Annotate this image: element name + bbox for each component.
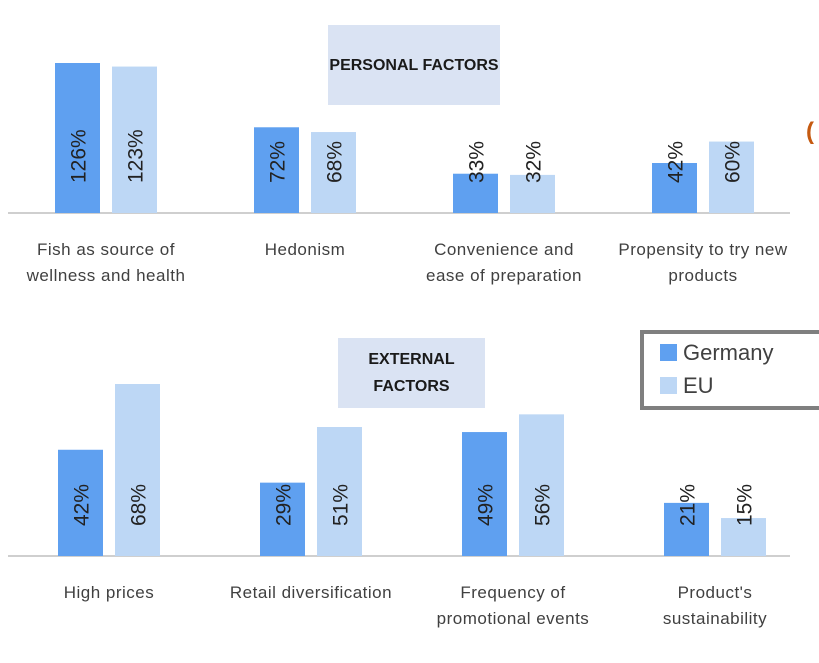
bar — [709, 141, 754, 213]
value-label: 33% — [466, 141, 489, 183]
bar — [115, 384, 160, 556]
value-label: 42% — [71, 484, 94, 526]
value-label: 42% — [665, 141, 688, 183]
legend-item: Germany — [660, 336, 819, 369]
bar — [652, 163, 697, 213]
panel-title: EXTERNAL FACTORS — [338, 338, 485, 408]
bar — [519, 414, 564, 556]
x-tick-label: Convenience and ease of preparation — [426, 240, 582, 285]
bar — [462, 432, 507, 556]
legend-item: EU — [660, 369, 819, 402]
value-label: 56% — [532, 484, 555, 526]
x-tick-label: Propensity to try new products — [618, 240, 788, 285]
x-tick-label: Product's sustainability — [662, 583, 768, 628]
value-label: 68% — [324, 141, 347, 183]
legend: Germany EU — [640, 330, 819, 410]
value-label: 49% — [475, 484, 498, 526]
value-label: 126% — [68, 129, 91, 183]
bar — [721, 518, 766, 556]
legend-swatch — [660, 377, 677, 394]
x-tick-label: Frequency of promotional events — [436, 583, 590, 628]
bar — [55, 63, 100, 213]
bar — [510, 174, 555, 213]
x-tick-label: Fish as source of wellness and health — [26, 240, 186, 285]
value-label: 72% — [267, 141, 290, 183]
bar — [112, 66, 157, 213]
value-label: 60% — [722, 141, 745, 183]
legend-label: Germany — [683, 339, 774, 365]
bar — [260, 482, 305, 556]
x-tick-label: Hedonism — [264, 240, 346, 259]
panel-title: PERSONAL FACTORS — [328, 25, 500, 105]
annotation: ( — [806, 118, 814, 145]
bar — [453, 173, 498, 213]
x-tick-label: High prices — [63, 583, 155, 602]
value-label: 15% — [734, 484, 757, 526]
legend-swatch — [660, 344, 677, 361]
bar — [58, 449, 103, 556]
bar — [311, 132, 356, 213]
bar — [254, 127, 299, 213]
value-label: 32% — [523, 141, 546, 183]
x-tick-label: Retail diversification — [229, 583, 393, 602]
value-label: 21% — [677, 484, 700, 526]
value-label: 123% — [125, 129, 148, 183]
value-label: 68% — [128, 484, 151, 526]
bar — [317, 427, 362, 556]
bar — [664, 502, 709, 556]
value-label: 29% — [273, 484, 296, 526]
value-label: 51% — [330, 484, 353, 526]
legend-label: EU — [683, 372, 714, 398]
